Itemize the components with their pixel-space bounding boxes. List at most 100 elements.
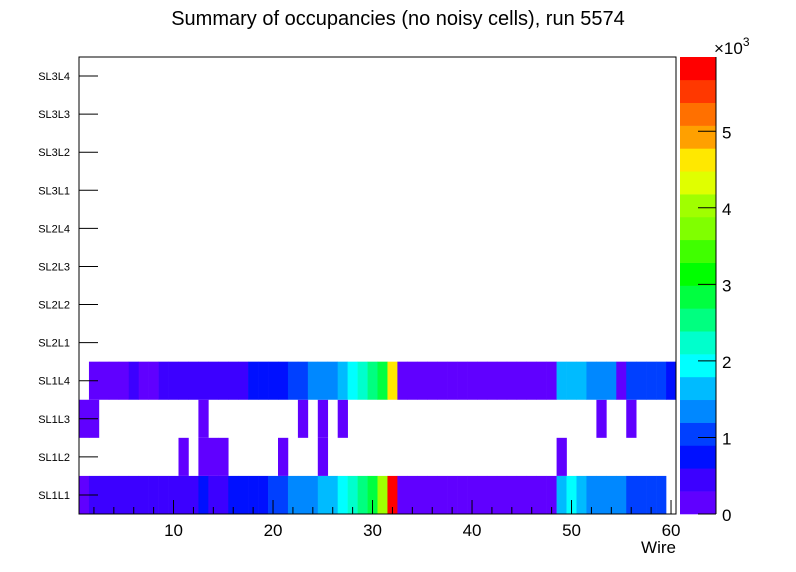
heatmap-cell — [556, 437, 567, 476]
x-tick-label: 60 — [662, 521, 681, 540]
heatmap-cell — [417, 361, 428, 400]
heatmap-cell — [337, 399, 348, 438]
heatmap-cell — [317, 437, 329, 476]
heatmap-cell — [228, 475, 239, 514]
palette-swatch — [680, 491, 716, 515]
heatmap-cell — [278, 361, 289, 400]
heatmap-cell — [457, 361, 468, 400]
heatmap-cell — [98, 361, 110, 400]
heatmap-cell — [198, 399, 209, 438]
heatmap-cell — [496, 475, 508, 514]
multiplier-base: ×10 — [714, 39, 743, 58]
heatmap-cell — [447, 361, 458, 400]
heatmap-cell — [208, 361, 219, 400]
heatmap-cell — [228, 361, 239, 400]
heatmap-cell — [297, 399, 309, 438]
palette-swatch — [680, 79, 716, 103]
heatmap-cell — [596, 399, 607, 438]
heatmap-cell — [546, 475, 557, 514]
heatmap-cell — [367, 475, 378, 514]
heatmap-cell — [477, 475, 488, 514]
heatmap-cell — [536, 361, 547, 400]
heatmap-cell — [168, 361, 179, 400]
heatmap-cell — [427, 361, 438, 400]
palette-tick-label: 1 — [722, 429, 731, 448]
heatmap-cell — [397, 361, 408, 400]
heatmap-cell — [118, 475, 130, 514]
heatmap-cell — [258, 361, 269, 400]
palette-swatch — [680, 239, 716, 263]
heatmap-cell — [437, 361, 448, 400]
heatmap-cell — [178, 361, 189, 400]
heatmap-cell — [636, 361, 647, 400]
heatmap-cell — [327, 361, 338, 400]
heatmap-cell — [307, 361, 319, 400]
heatmap-cell — [556, 361, 567, 400]
heatmap-cell — [198, 361, 209, 400]
heatmap-cell — [566, 361, 577, 400]
heatmap-cell — [626, 361, 637, 400]
y-tick-label: SL1L1 — [38, 490, 70, 502]
heatmap-cell — [516, 475, 528, 514]
heatmap-cell — [616, 361, 627, 400]
heatmap-cell — [606, 361, 617, 400]
heatmap-cell — [427, 475, 438, 514]
heatmap-cell — [656, 361, 667, 400]
heatmap-cell — [148, 361, 159, 400]
heatmap-cell — [496, 361, 508, 400]
heatmap-cell — [268, 361, 279, 400]
heatmap-cell — [317, 361, 329, 400]
heatmap-cell — [347, 475, 358, 514]
heatmap-cell — [596, 361, 607, 400]
x-tick-label: 20 — [264, 521, 283, 540]
heatmap-cell — [586, 475, 597, 514]
heatmap-cell — [526, 361, 537, 400]
heatmap-cell — [268, 475, 279, 514]
palette-tick-label: 2 — [722, 353, 731, 372]
heatmap-cell — [656, 475, 667, 514]
heatmap-cell — [287, 475, 299, 514]
y-tick-label: SL2L4 — [38, 223, 70, 235]
x-axis-label: Wire — [641, 538, 676, 557]
heatmap-cell — [118, 361, 130, 400]
heatmap-cell — [387, 475, 398, 514]
heatmap-cell — [317, 475, 329, 514]
heatmap-cell — [278, 475, 289, 514]
heatmap-cell — [646, 361, 657, 400]
x-tick-label: 30 — [363, 521, 382, 540]
palette-swatch — [680, 262, 716, 286]
heatmap-cell — [616, 475, 627, 514]
heatmap-cell — [198, 475, 209, 514]
heatmap-cell — [218, 361, 229, 400]
palette-swatch — [680, 57, 716, 81]
palette-swatch — [680, 354, 716, 378]
heatmap-cell — [417, 475, 428, 514]
heatmap-cell — [367, 361, 378, 400]
palette-tick-label: 3 — [722, 276, 731, 295]
chart-title: Summary of occupancies (no noisy cells),… — [171, 8, 625, 30]
heatmap-cell — [467, 361, 478, 400]
heatmap-cell — [486, 361, 498, 400]
palette-swatch — [680, 148, 716, 172]
heatmap-cell — [327, 475, 338, 514]
palette-swatch — [680, 102, 716, 126]
palette-tick-label: 4 — [722, 200, 731, 219]
heatmap-cell — [218, 437, 229, 476]
heatmap-cell — [357, 475, 368, 514]
heatmap-cell — [287, 361, 299, 400]
heatmap-cell — [208, 437, 219, 476]
heatmap-cell — [128, 475, 139, 514]
palette-swatch — [680, 308, 716, 332]
heatmap-cell — [596, 475, 607, 514]
heatmap-cell — [278, 437, 289, 476]
heatmap-cell — [606, 475, 617, 514]
heatmap-cell — [297, 361, 309, 400]
heatmap-cell — [626, 399, 637, 438]
heatmap-cell — [238, 361, 249, 400]
heatmap-cell — [586, 361, 597, 400]
heatmap-cell — [576, 475, 587, 514]
heatmap-cell — [198, 437, 209, 476]
heatmap-cell — [477, 361, 488, 400]
heatmap-cell — [188, 475, 199, 514]
heatmap-cell — [108, 361, 120, 400]
